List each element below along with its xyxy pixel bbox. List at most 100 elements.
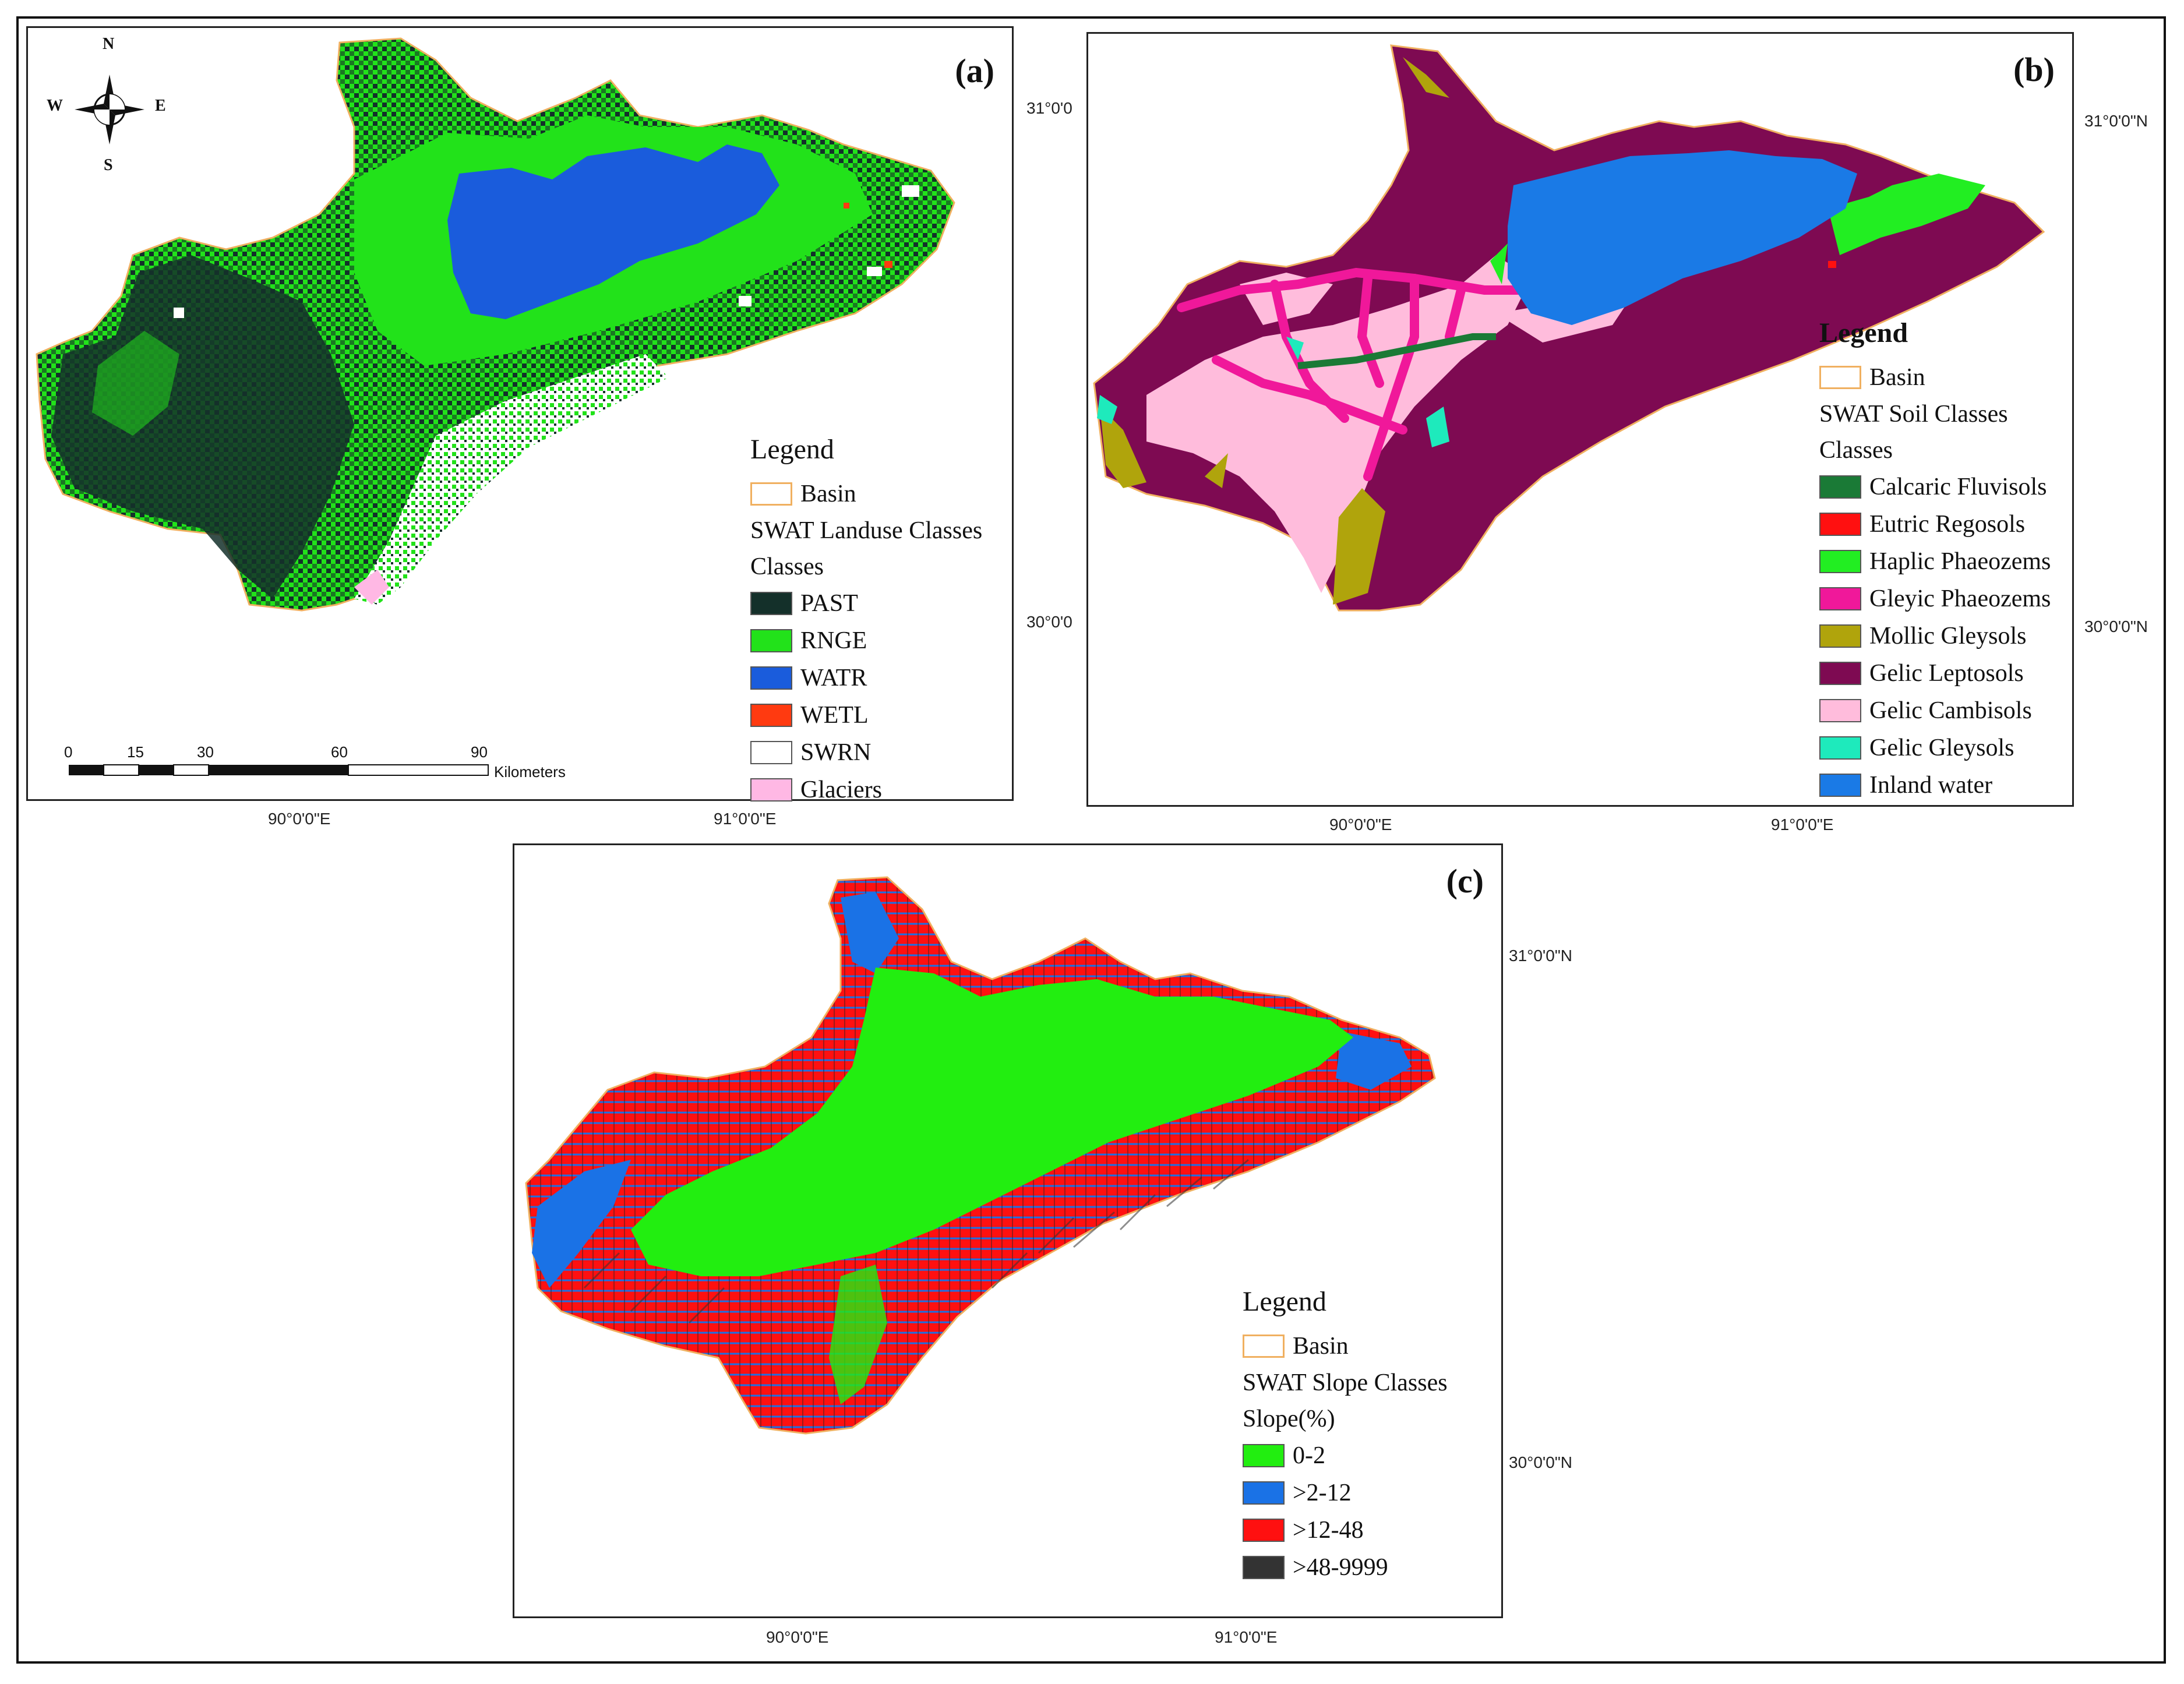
legend-item-label: >12-48 [1293, 1517, 1364, 1544]
legend-item-label: Gleyic Phaeozems [1869, 585, 2051, 612]
legend-item-label: Eutric Regosols [1869, 511, 2026, 538]
legend-class-subtitle: Classes [750, 553, 824, 580]
legend-swatch [1819, 475, 1861, 499]
legend-item: Gelic Cambisols [1819, 692, 2051, 729]
pasture-region-2 [92, 331, 179, 436]
legend-item-label: Mollic Gleysols [1869, 623, 2027, 649]
legend-item: 0-2 [1243, 1437, 1448, 1474]
legend-basin: Basin [750, 475, 982, 513]
legend-item: Gleyic Phaeozems [1819, 580, 2051, 617]
legend-item: Inland water [1819, 767, 2051, 804]
legend: Legend Basin SWAT Soil Classes Classes C… [1819, 319, 2051, 804]
basin-label: Basin [800, 481, 856, 507]
legend-class-title: SWAT Slope Classes [1243, 1369, 1448, 1396]
basin-label: Basin [1869, 364, 1925, 391]
legend-swatch [1819, 774, 1861, 797]
legend-item-label: WATR [800, 665, 867, 691]
haplic-phaeozems-west [1490, 243, 1508, 284]
moderate-slope-edge-2 [841, 892, 899, 973]
panel-label: (b) [2013, 51, 2055, 89]
calcaric-fluvisols [1297, 333, 1496, 369]
legend-swatch [1819, 662, 1861, 685]
legend-swatch [1243, 1519, 1285, 1542]
compass-n: N [103, 35, 115, 53]
legend-swatch [1819, 624, 1861, 648]
legend-item-label: WETL [800, 702, 869, 729]
legend-swatch [1819, 550, 1861, 573]
haplic-phaeozems [1828, 174, 1985, 255]
panel-label: (c) [1446, 862, 1484, 900]
lat-label-a-1: 31°0'0 [1026, 99, 1072, 117]
legend-swatch [1819, 699, 1861, 722]
legend-swatch [750, 704, 792, 727]
legend-swatch [750, 778, 792, 802]
flat-valley-tongue [829, 1265, 887, 1404]
lake-water [447, 144, 779, 319]
legend-item: Gelic Gleysols [1819, 729, 2051, 767]
lat-label-a-2: 30°0'0 [1026, 613, 1072, 631]
soil-map [1093, 44, 2045, 612]
legend-swatch [750, 741, 792, 764]
panel-label: (a) [955, 52, 994, 90]
basin-swatch [1819, 366, 1861, 389]
legend-item-label: Calcaric Fluvisols [1869, 474, 2047, 500]
mollic-gleysols-2 [1100, 407, 1146, 488]
legend-swatch [1819, 736, 1861, 760]
basin-label: Basin [1293, 1333, 1349, 1360]
steep-streaks [583, 1159, 1249, 1324]
legend-item-label: PAST [800, 590, 858, 617]
legend-class-subtitle: Slope(%) [1243, 1406, 1335, 1432]
panel-slope: (c) Legend Basin SWAT Slope Classes Slop… [513, 843, 1503, 1618]
legend-class-subtitle: Classes [1819, 437, 1893, 464]
lat-label-c-1: 31°0'0"N [1509, 947, 1572, 965]
legend-item-label: Gelic Gleysols [1869, 735, 2014, 761]
lon-label-a-2: 91°0'0"E [714, 810, 777, 828]
pasture-region [51, 255, 354, 599]
compass-rose-icon [75, 75, 144, 144]
scale-bar [69, 764, 489, 776]
legend-item: Calcaric Fluvisols [1819, 468, 2051, 506]
legend-item: WATR [750, 659, 982, 697]
barren-strip [354, 354, 669, 605]
gelic-gleysols-3 [1286, 337, 1304, 360]
phaeozems-rivers [1177, 267, 1536, 481]
legend-item: Eutric Regosols [1819, 506, 2051, 543]
flat-valley [631, 968, 1353, 1276]
legend-item: RNGE [750, 622, 982, 659]
legend-swatch [1819, 513, 1861, 536]
legend-swatch [1243, 1444, 1285, 1467]
scale-tick-90: 90 [471, 743, 488, 761]
legend-item-label: 0-2 [1293, 1442, 1325, 1469]
lon-label-c-1: 90°0'0"E [766, 1628, 829, 1646]
slope-map [525, 876, 1436, 1435]
scale-tick-15: 15 [127, 743, 144, 761]
legend-swatch [750, 629, 792, 652]
legend-item-label: Inland water [1869, 772, 1993, 799]
lon-label-b-2: 91°0'0"E [1771, 815, 1834, 834]
legend-swatch [1243, 1556, 1285, 1579]
legend-item-label: Glaciers [800, 776, 882, 803]
legend-items: 0-2 >2-12 >12-48 >48-9999 [1243, 1437, 1448, 1586]
legend-item: PAST [750, 585, 982, 622]
legend-swatch [750, 592, 792, 615]
legend-item-label: RNGE [800, 627, 867, 654]
legend-basin: Basin [1819, 359, 2051, 396]
compass-s: S [104, 156, 113, 174]
legend-swatch [1819, 587, 1861, 610]
legend-item: >2-12 [1243, 1474, 1448, 1512]
legend-item-label: SWRN [800, 739, 872, 766]
legend: Legend Basin SWAT Landuse Classes Classe… [750, 436, 982, 809]
legend-item: SWRN [750, 734, 982, 771]
inland-water-lake [1508, 150, 1857, 325]
lat-label-b-2: 30°0'0"N [2084, 617, 2148, 636]
legend-item: WETL [750, 697, 982, 734]
glacier-specks [354, 570, 389, 605]
scale-unit: Kilometers [494, 763, 566, 781]
scale-tick-30: 30 [197, 743, 214, 761]
legend-item-label: Haplic Phaeozems [1869, 548, 2051, 575]
legend-title: Legend [1819, 317, 1908, 348]
legend-item-label: Gelic Cambisols [1869, 697, 2032, 724]
legend-title: Legend [1243, 1286, 1326, 1317]
mollic-gleysols-3 [1205, 453, 1228, 488]
moderate-slope-edge-3 [1336, 1032, 1412, 1090]
